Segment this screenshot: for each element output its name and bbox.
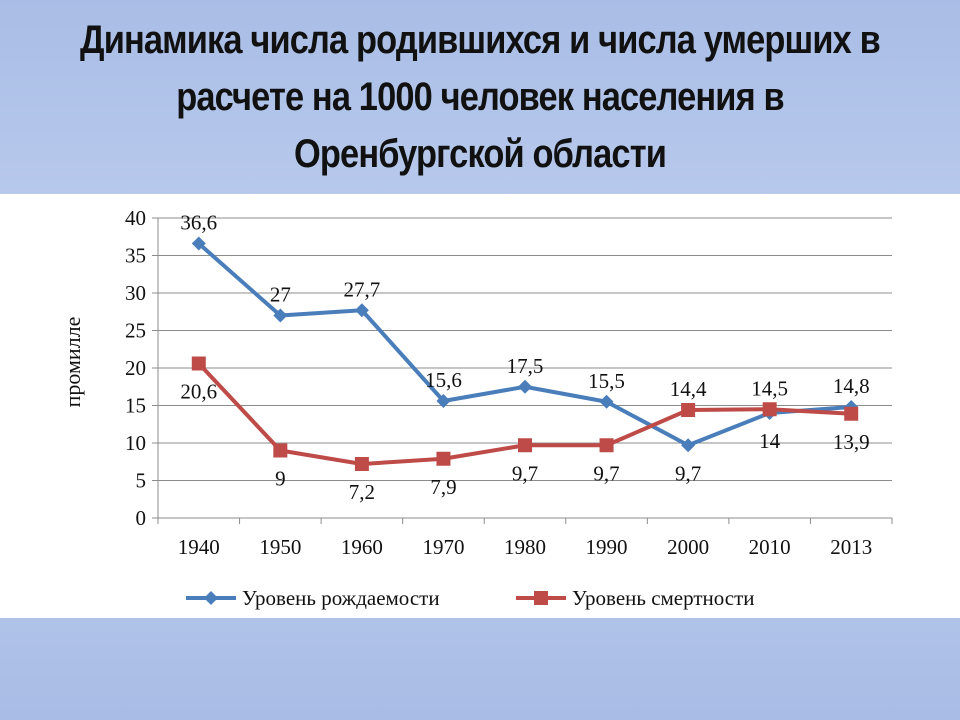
data-label: 15,5: [588, 369, 625, 393]
data-label: 15,6: [425, 368, 462, 392]
y-tick-label: 25: [125, 319, 146, 343]
data-point-marker: [599, 394, 614, 409]
data-point-marker: [762, 402, 777, 417]
data-point-marker: [354, 457, 369, 471]
y-tick-label: 30: [125, 281, 146, 305]
data-label: 14,8: [833, 374, 870, 398]
y-tick-label: 5: [136, 469, 147, 493]
data-label: 7,2: [349, 480, 375, 504]
x-tick-label-1950: 1950: [259, 535, 301, 559]
data-label: 13,9: [833, 430, 870, 454]
y-tick-label: 40: [125, 206, 146, 230]
legend-marker: [204, 591, 218, 605]
data-label: 14,4: [670, 377, 707, 401]
title-line-3: Оренбургской области: [294, 132, 667, 176]
x-tick-label-1970: 1970: [422, 535, 464, 559]
data-point-marker: [599, 438, 614, 453]
data-label: 14,5: [751, 376, 788, 400]
x-tick-label-1940: 1940: [178, 535, 220, 559]
data-point-marker: [681, 403, 696, 417]
data-label: 9,7: [593, 461, 619, 485]
y-axis-label: промилле: [60, 317, 85, 408]
x-tick-label-2010: 2010: [749, 535, 791, 559]
x-tick-label-2013: 2013: [830, 535, 872, 559]
data-point-marker: [191, 236, 206, 251]
y-tick-label: 10: [125, 431, 146, 455]
data-label: 14: [759, 429, 781, 453]
data-label: 9,7: [675, 461, 701, 485]
data-point-marker: [436, 394, 451, 408]
data-point-marker: [191, 356, 206, 371]
y-tick-label: 20: [125, 356, 146, 380]
data-point-marker: [844, 406, 859, 421]
title-line-1: Динамика числа родившихся и числа умерши…: [80, 18, 881, 62]
y-tick-label: 35: [125, 244, 146, 268]
data-label: 17,5: [507, 354, 544, 378]
x-tick-label-1980: 1980: [504, 535, 546, 559]
y-tick-label: 15: [125, 394, 146, 418]
data-label: 20,6: [180, 380, 217, 404]
axes: [152, 217, 893, 524]
legend: Уровень рождаемости Уровень смертности: [186, 586, 755, 610]
data-label: 9,7: [512, 461, 538, 485]
legend-marker: [534, 591, 548, 605]
series-group: 36,6 27 27,7 15,6 17,5 15,5 9,7 14 14,8 20,6 9 7,2 7…: [180, 211, 869, 505]
tick-labels: 0 5 10 15 20 25 30 35 40 1940 1950 1960 1970 1980 1990…: [125, 206, 872, 559]
x-tick-label-2000: 2000: [667, 535, 709, 559]
data-label: 9: [275, 467, 286, 491]
slide-title: Динамика числа родившихся и числа умерши…: [67, 12, 893, 183]
series-death-rate: 20,6 9 7,2 7,9 9,7 9,7 14,4 14,5 13,9: [180, 356, 870, 504]
x-tick-label-1960: 1960: [341, 535, 383, 559]
data-point-marker: [681, 438, 696, 453]
title-line-2: расчете на 1000 человек населения в: [176, 75, 784, 119]
series-birth-rate: 36,6 27 27,7 15,6 17,5 15,5 9,7 14 14,8: [180, 211, 869, 486]
legend-label: Уровень смертности: [572, 586, 755, 610]
data-label: 7,9: [430, 475, 456, 499]
data-label: 27,7: [344, 277, 381, 301]
data-point-marker: [518, 379, 532, 394]
data-label: 36,6: [180, 211, 217, 235]
data-point-marker: [273, 443, 288, 458]
data-point-marker: [518, 438, 532, 453]
series-line: [197, 242, 852, 448]
data-point-marker: [436, 451, 451, 466]
data-point-marker: [354, 303, 369, 318]
legend-label: Уровень рождаемости: [242, 586, 440, 610]
y-tick-label: 0: [136, 506, 147, 530]
data-point-marker: [273, 308, 288, 323]
data-label: 27: [270, 283, 291, 307]
x-tick-label-1990: 1990: [586, 535, 628, 559]
